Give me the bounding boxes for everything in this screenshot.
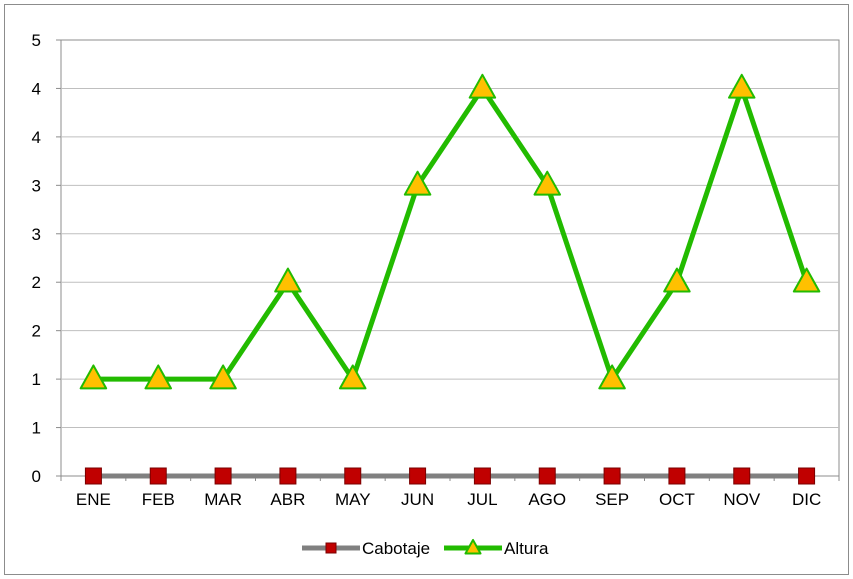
triangle-marker	[792, 267, 821, 293]
legend-label: Cabotaje	[362, 539, 430, 558]
legend-square-marker	[325, 542, 337, 554]
y-tick-label: 3	[32, 176, 41, 195]
square-marker	[603, 467, 621, 485]
square-marker	[84, 467, 102, 485]
triangle-marker	[468, 73, 497, 99]
triangle-marker	[209, 364, 237, 390]
x-tick-label: AGO	[528, 490, 566, 509]
y-tick-label: 5	[32, 31, 41, 50]
y-tick-label: 2	[32, 273, 41, 292]
plot-area	[60, 39, 840, 477]
square-marker	[733, 467, 751, 485]
legend: Cabotaje Altura	[302, 538, 549, 558]
y-tick-label: 3	[32, 225, 41, 244]
series-markers-cabotaje	[84, 467, 816, 485]
square-marker	[538, 467, 556, 485]
triangle-marker	[79, 364, 108, 390]
x-tick-label: JUL	[467, 490, 497, 509]
triangle-marker	[144, 364, 173, 390]
square-marker	[798, 467, 816, 485]
y-tick-label: 2	[32, 322, 41, 341]
x-tick-label: SEP	[595, 490, 629, 509]
x-tick-label: ABR	[270, 490, 305, 509]
square-marker	[409, 467, 427, 485]
triangle-marker	[338, 364, 367, 390]
legend-label: Altura	[504, 539, 549, 558]
square-marker	[279, 467, 297, 485]
legend-triangle-marker	[464, 538, 482, 555]
y-tick-label: 4	[32, 79, 41, 98]
x-tick-label: JUN	[401, 490, 434, 509]
legend-item-altura: Altura	[444, 538, 549, 558]
triangle-marker	[727, 73, 756, 99]
legend-item-cabotaje: Cabotaje	[302, 539, 430, 558]
x-tick-label: MAY	[335, 490, 371, 509]
square-marker	[473, 467, 491, 485]
x-tick-label: ENE	[76, 490, 111, 509]
triangle-marker	[598, 364, 626, 390]
series-markers-altura	[79, 73, 821, 390]
x-tick-label: FEB	[142, 490, 175, 509]
x-tick-label: MAR	[204, 490, 242, 509]
square-marker	[149, 467, 167, 485]
square-marker	[214, 467, 232, 485]
x-tick-label: NOV	[723, 490, 761, 509]
y-tick-label: 1	[32, 419, 41, 438]
series-line	[90, 85, 810, 382]
series-altura	[90, 85, 810, 382]
triangle-marker	[663, 267, 691, 293]
x-tick-label: OCT	[659, 490, 695, 509]
x-tick-label: DIC	[792, 490, 821, 509]
y-tick-label: 4	[32, 128, 41, 147]
series-layer	[79, 73, 821, 485]
triangle-marker	[274, 267, 302, 293]
triangle-marker	[403, 170, 432, 196]
square-marker	[344, 467, 362, 485]
square-marker	[668, 467, 686, 485]
y-tick-label: 1	[32, 370, 41, 389]
y-tick-label: 0	[32, 467, 41, 486]
y-axis: 0 1 1 2 2 3 3 4 4 5	[32, 31, 61, 486]
x-axis: ENE FEB MAR ABR MAY JUN JUL AGO SEP OCT NOV DIC	[60, 476, 840, 509]
triangle-marker	[533, 170, 562, 196]
